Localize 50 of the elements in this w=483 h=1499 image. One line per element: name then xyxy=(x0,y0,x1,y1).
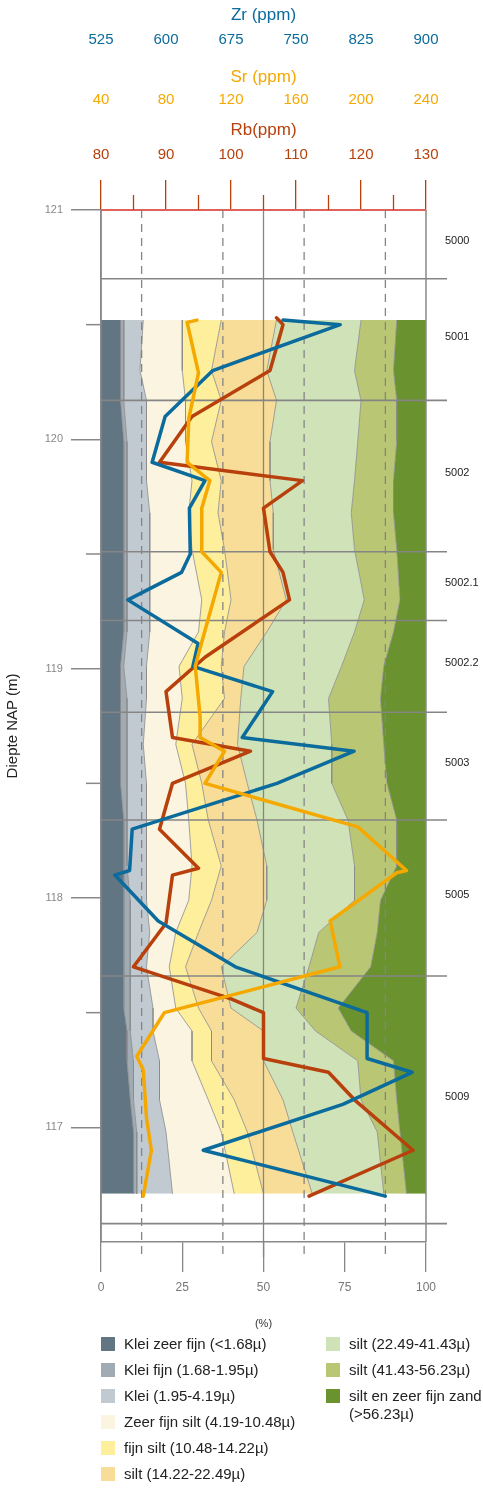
x2-tick-label: 80 xyxy=(92,145,110,163)
text: 5002.2 xyxy=(445,656,479,669)
x-tick-label: 600 xyxy=(153,30,179,48)
x-axis-title: Zr (ppm) xyxy=(230,4,297,24)
x2-axis-title: Rb(ppm) xyxy=(230,119,297,139)
text: 5001 xyxy=(445,329,470,342)
x-tick-label: 160 xyxy=(283,90,309,108)
legend-label: Klei (1.95-4.19µ) xyxy=(124,1387,236,1405)
legend-label: fijn silt (10.48-14.22µ) xyxy=(124,1439,269,1457)
legend-label: Klei zeer fijn (<1.68µ) xyxy=(124,1335,267,1353)
legend-label: silt (41.43-56.23µ) xyxy=(349,1361,471,1379)
x-tick-label: 100 xyxy=(415,1279,437,1294)
y-tick-label: 119 xyxy=(45,661,63,674)
x2-tick-label: 120 xyxy=(348,145,374,163)
text: 5009 xyxy=(445,1089,470,1102)
y-tick-label: 120 xyxy=(44,432,63,445)
y-tick-label: 121 xyxy=(44,203,63,216)
x-tick-label: 50 xyxy=(256,1279,271,1294)
x2-tick-label: 100 xyxy=(218,145,244,163)
x-tick-label: 525 xyxy=(88,30,114,48)
legend-label: silt (22.49-41.43µ) xyxy=(349,1335,471,1353)
legend-label: silt en zeer fijn zand (>56.23µ) xyxy=(349,1387,483,1423)
y-axis-title: Diepte NAP (m) xyxy=(3,673,21,779)
x-tick-label: 750 xyxy=(283,30,309,48)
y-tick-label: 117 xyxy=(45,1120,63,1133)
legend-label: Zeer fijn silt (4.19-10.48µ) xyxy=(124,1413,296,1431)
x2-tick-label: 90 xyxy=(157,145,175,163)
x-tick-label: 240 xyxy=(413,90,439,108)
x-tick-label: 120 xyxy=(218,90,244,108)
x-tick-label: 200 xyxy=(348,90,374,108)
x-tick-label: 675 xyxy=(218,30,244,48)
y-tick-label: 118 xyxy=(45,891,63,904)
text: 5000 xyxy=(445,234,470,247)
x-tick-label: 40 xyxy=(92,90,110,108)
x-tick-label: 0 xyxy=(97,1279,105,1294)
text: 5005 xyxy=(445,888,470,901)
x-tick-label: 80 xyxy=(157,90,175,108)
x-axis-title: Sr (ppm) xyxy=(230,66,297,86)
text: 5002.1 xyxy=(445,576,479,589)
legend-label: silt (14.22-22.49µ) xyxy=(124,1465,246,1483)
x2-tick-label: 110 xyxy=(284,145,308,163)
x-tick-label: 825 xyxy=(348,30,374,48)
x-tick-label: 75 xyxy=(338,1279,352,1294)
x-tick-label: 900 xyxy=(413,30,439,48)
text: 5003 xyxy=(445,756,470,769)
x-tick-label: 25 xyxy=(175,1279,190,1294)
x2-tick-label: 130 xyxy=(413,145,439,163)
text: 5002 xyxy=(445,466,470,479)
legend-label: Klei fijn (1.68-1.95µ) xyxy=(124,1361,259,1379)
x-axis-title: (%) xyxy=(254,1317,273,1330)
